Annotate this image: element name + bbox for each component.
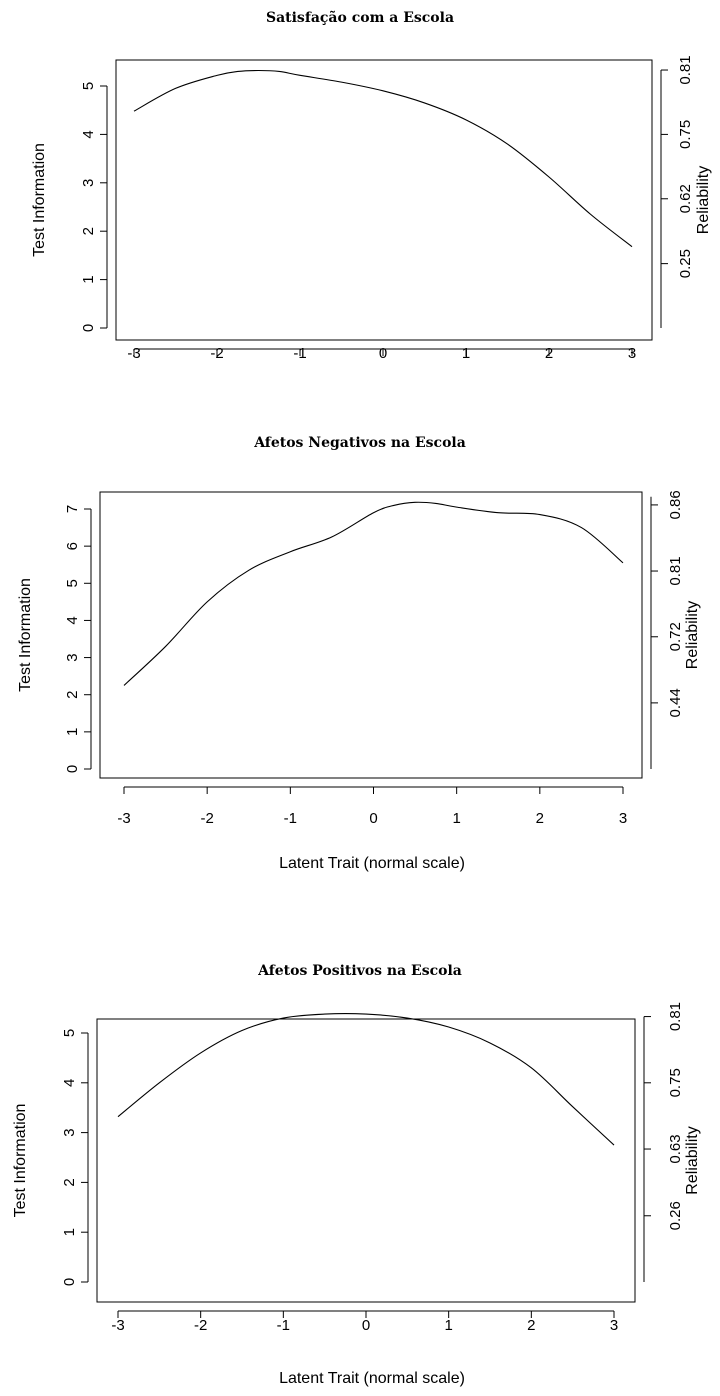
test-information-line xyxy=(123,501,624,686)
x-tick-label: 3 xyxy=(628,345,636,362)
x-tick-label: -1 xyxy=(277,1317,290,1334)
y-tick-label: 3 xyxy=(64,653,81,661)
y2-tick-label: 0.75 xyxy=(677,120,694,149)
y-tick-label: 6 xyxy=(64,542,81,550)
chart-panel-2: Afetos Negativos na Escola -3 -2 -1 0 1 2 3 Late… xyxy=(17,435,701,872)
x-tick-label: 0 xyxy=(379,345,387,362)
x-tick-label: -1 xyxy=(284,810,297,827)
y2-tick-label: 0.63 xyxy=(667,1134,684,1163)
x-tick-label: 3 xyxy=(619,810,627,827)
test-information-line xyxy=(133,69,633,248)
x-tick-label: 0 xyxy=(369,810,377,827)
x-tick-label: 1 xyxy=(452,810,460,827)
y-tick-label: 2 xyxy=(80,227,97,235)
y-tick-label: 0 xyxy=(80,324,97,332)
y2-tick-label: 0.26 xyxy=(667,1201,684,1230)
y2-tick-label: 0.72 xyxy=(667,622,684,651)
x-tick-label: 1 xyxy=(444,1317,452,1334)
plot-frame xyxy=(99,491,643,779)
y2-tick-label: 0.86 xyxy=(667,490,684,519)
y-axis-label: Test Information xyxy=(31,143,48,257)
chart-panel-1: Satisfação com a Escola -3 -2 -1 0 1 2 3 0 1 2 3 4 5 T… xyxy=(31,9,712,362)
x-tick-label: -3 xyxy=(117,810,130,827)
y-tick-label: 0 xyxy=(64,765,81,773)
y2-tick-label: 0.75 xyxy=(667,1068,684,1097)
y-tick-label: 2 xyxy=(61,1178,78,1186)
y2-tick-label: 0.25 xyxy=(677,249,694,278)
x-tick-label: 2 xyxy=(545,345,553,362)
y2-tick-label: 0.81 xyxy=(677,55,694,84)
x-tick-label: -1 xyxy=(293,345,306,362)
plot-frame xyxy=(115,59,653,341)
chart-title: Satisfação com a Escola xyxy=(266,9,454,26)
y-tick-label: 3 xyxy=(61,1128,78,1136)
y-tick-label: 4 xyxy=(61,1079,78,1087)
test-information-line xyxy=(117,1013,615,1146)
x-tick-label: -2 xyxy=(194,1317,207,1334)
x-tick-label: 2 xyxy=(536,810,544,827)
y-tick-label: 7 xyxy=(64,505,81,513)
chart-title: Afetos Positivos na Escola xyxy=(257,963,462,979)
x-tick-label: 0 xyxy=(362,1317,370,1334)
chart-title: Afetos Negativos na Escola xyxy=(253,435,466,451)
y2-axis-label: Reliability xyxy=(684,601,701,669)
x-tick-label: 3 xyxy=(610,1317,618,1334)
y-tick-label: 4 xyxy=(80,130,97,138)
y-tick-label: 0 xyxy=(61,1278,78,1286)
x-tick-label: -2 xyxy=(210,345,223,362)
x-tick-label: -3 xyxy=(111,1317,124,1334)
y2-axis-label: Reliability xyxy=(684,1126,701,1194)
x-tick-label: -3 xyxy=(127,345,140,362)
y-tick-label: 2 xyxy=(64,691,81,699)
x-axis-label: Latent Trait (normal scale) xyxy=(279,855,465,872)
y-tick-label: 5 xyxy=(64,579,81,587)
y2-axis-label: Reliability xyxy=(695,166,712,234)
chart-panel-3: Afetos Positivos na Escola -3 -2 -1 0 1 2 3 Late… xyxy=(12,963,701,1387)
y-tick-label: 1 xyxy=(64,728,81,736)
y-tick-label: 3 xyxy=(80,179,97,187)
y-tick-label: 1 xyxy=(80,275,97,283)
y2-tick-label: 0.44 xyxy=(667,688,684,717)
y-axis-label: Test Information xyxy=(17,578,34,692)
y2-tick-label: 0.62 xyxy=(677,184,694,213)
x-axis-label: Latent Trait (normal scale) xyxy=(279,1370,465,1387)
plot-frame xyxy=(96,1018,636,1303)
y-tick-label: 4 xyxy=(64,616,81,624)
y2-tick-label: 0.81 xyxy=(667,1002,684,1031)
y2-tick-label: 0.81 xyxy=(667,556,684,585)
x-tick-label: -2 xyxy=(200,810,213,827)
y-axis-label: Test Information xyxy=(12,1104,29,1218)
y-tick-label: 5 xyxy=(80,82,97,90)
y-tick-label: 1 xyxy=(61,1228,78,1236)
x-tick-label: 1 xyxy=(462,345,470,362)
y-tick-label: 5 xyxy=(61,1029,78,1037)
x-tick-label: 2 xyxy=(527,1317,535,1334)
